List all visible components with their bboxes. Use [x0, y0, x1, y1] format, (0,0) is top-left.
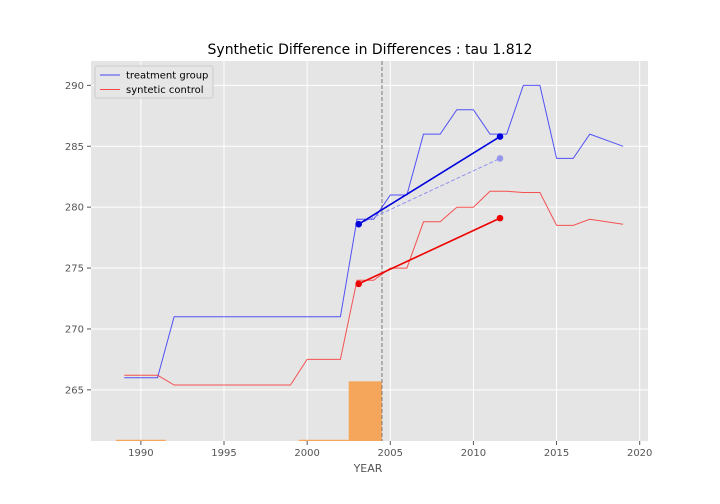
y-tick-label: 290 — [65, 81, 84, 92]
series-line-control — [124, 190, 624, 386]
weight-bar — [298, 439, 349, 441]
treatment-did-line — [358, 135, 501, 225]
x-axis-label: YEAR — [353, 462, 383, 475]
weight-bar — [115, 439, 166, 441]
counterfactual-point — [496, 155, 504, 162]
x-axis-ticks: 1990 1995 2000 2005 2010 2015 2020 — [128, 441, 652, 459]
series-lines — [124, 84, 624, 386]
legend-label: treatment group — [126, 71, 208, 82]
y-tick-label: 275 — [65, 264, 84, 275]
control-did-point — [496, 214, 504, 222]
legend-box — [94, 65, 214, 99]
y-tick-label: 270 — [65, 324, 84, 335]
x-tick-label: 2015 — [544, 448, 569, 459]
treatment-did-point — [496, 133, 504, 140]
y-tick-label: 285 — [65, 142, 84, 153]
treatment-did-point — [355, 220, 362, 228]
control-did-line — [358, 217, 501, 285]
weight-bar — [348, 381, 382, 441]
grid — [91, 61, 648, 441]
control-did-point — [355, 280, 362, 288]
x-tick-label: 1995 — [211, 448, 236, 459]
did-lines — [355, 133, 504, 288]
x-tick-label: 2005 — [378, 448, 403, 459]
counterfactual-line — [358, 157, 501, 225]
chart-title: Synthetic Difference in Differences : ta… — [208, 42, 533, 58]
y-axis-ticks: 265 270 275 280 285 290 — [65, 81, 91, 396]
plot-background — [91, 61, 648, 441]
x-tick-label: 2010 — [461, 448, 486, 459]
legend-label: syntetic control — [126, 85, 204, 96]
x-tick-label: 2000 — [294, 448, 319, 459]
weight-bars — [115, 381, 382, 441]
x-tick-label: 2020 — [627, 448, 652, 459]
series-line-treatment — [124, 84, 624, 379]
x-tick-label: 1990 — [128, 448, 153, 459]
legend: treatment group syntetic control — [94, 65, 214, 99]
y-tick-label: 280 — [65, 203, 84, 214]
y-tick-label: 265 — [65, 385, 84, 396]
